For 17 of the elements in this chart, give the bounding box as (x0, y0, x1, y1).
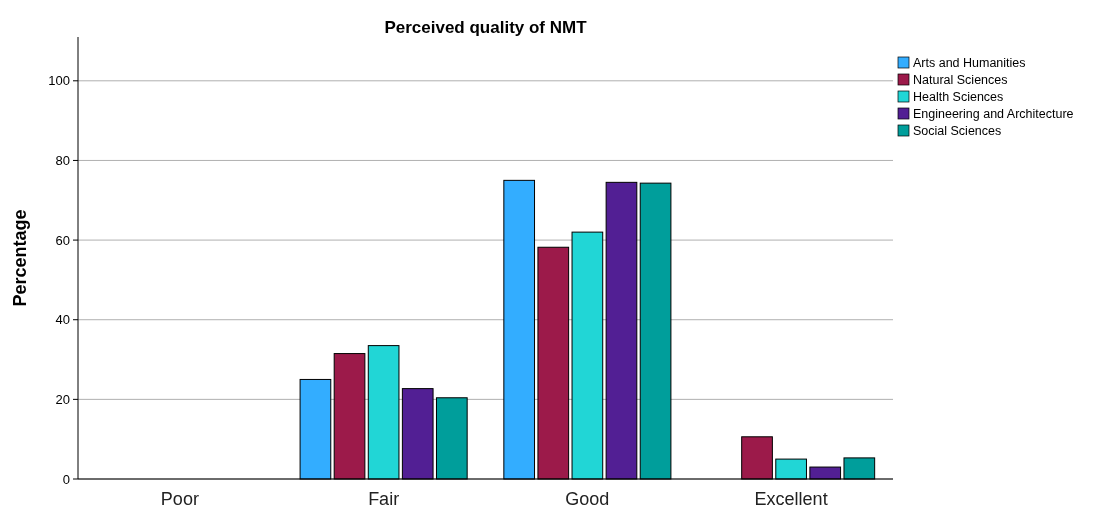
y-tick-label: 100 (48, 73, 70, 89)
x-tick-label: Poor (160, 489, 199, 508)
legend-label: Health Sciences (913, 90, 1004, 104)
x-tick-label: Fair (368, 489, 400, 508)
y-tick-label: 80 (55, 152, 70, 168)
legend-label: Arts and Humanities (913, 56, 1026, 70)
chart-title: Perceived quality of NMT (384, 18, 588, 37)
y-tick-label: 60 (55, 232, 70, 248)
legend-label: Social Sciences (913, 124, 1002, 138)
y-tick-label: 0 (62, 471, 70, 487)
x-tick-label: Good (565, 489, 610, 508)
legend-label: Natural Sciences (913, 73, 1008, 87)
y-axis-title: Percentage (10, 209, 30, 307)
y-tick-label: 40 (55, 312, 70, 328)
y-tick-label: 20 (55, 391, 70, 407)
x-tick-label: Excellent (754, 489, 828, 508)
legend-label: Engineering and Architecture (913, 107, 1074, 121)
